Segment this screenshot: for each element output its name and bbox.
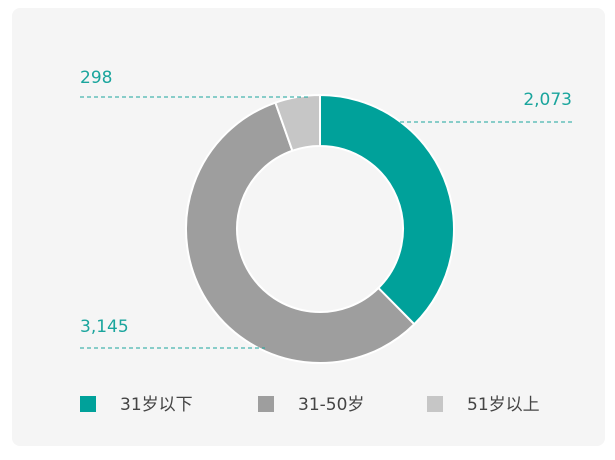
- legend-swatch: [80, 396, 96, 412]
- data-label: 3,145: [80, 317, 129, 337]
- legend-label: 51岁以上: [467, 395, 540, 415]
- data-label: 298: [80, 68, 112, 88]
- donut-segment: [185, 101, 416, 364]
- legend-label: 31-50岁: [298, 395, 364, 415]
- legend-swatch: [427, 396, 443, 412]
- donut-segment: [319, 93, 455, 326]
- panel: [12, 8, 605, 446]
- legend-swatch: [258, 396, 274, 412]
- donut-segment: [274, 93, 321, 153]
- data-label: 2,073: [523, 90, 572, 110]
- legend-label: 31岁以下: [120, 395, 193, 415]
